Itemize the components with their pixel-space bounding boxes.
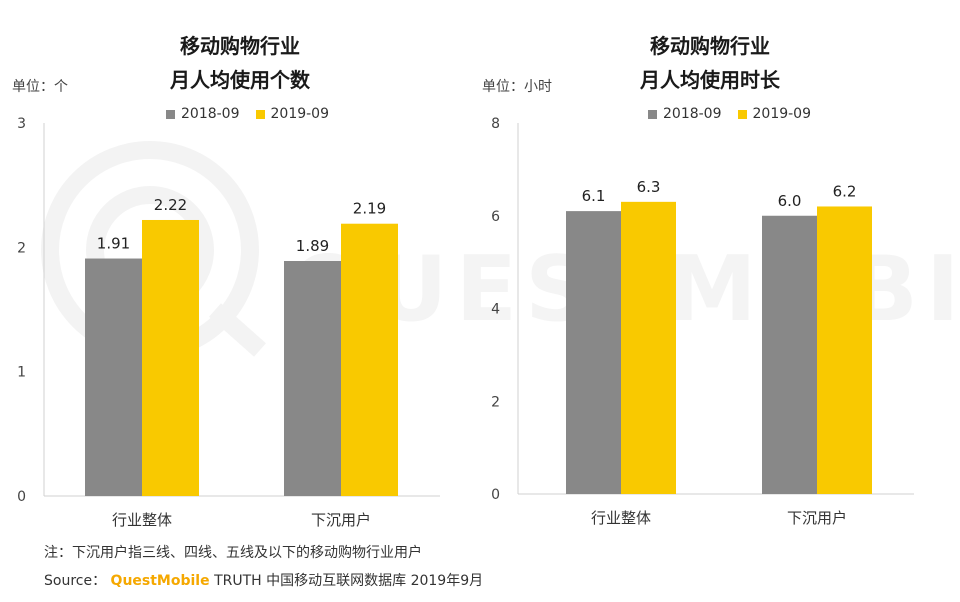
legend-label-2018: 2018-09: [181, 106, 240, 122]
chart-title-line1: 移动购物行业: [650, 34, 770, 58]
legend-swatch-2019: [737, 109, 747, 119]
source-brand: QuestMobile: [110, 573, 210, 589]
data-label: 2.19: [353, 200, 386, 218]
bar-chart-duration: 0 2 4 6 8 6.1 6.3 行业整体 6.0 6.2 下沉用户: [491, 116, 914, 527]
data-label: 6.1: [582, 187, 606, 205]
bar-2019-09-overall: [142, 219, 199, 497]
bar-2018-09-overall: [85, 258, 142, 496]
chart-panel-duration: 移动购物行业 月人均使用时长 单位：小时 2018-09 2019-09 0 2 4…: [480, 0, 960, 540]
y-tick-label: 4: [491, 302, 500, 318]
x-category-label: 下沉用户: [311, 511, 371, 529]
chart-panel-count: 移动购物行业 月人均使用个数 单位：个 2018-09 2019-09 0 1 2 3…: [0, 0, 480, 540]
bar-2018-09-overall: [566, 211, 621, 495]
y-tick-label: 6: [491, 209, 500, 225]
legend-swatch-2018: [648, 109, 657, 119]
bar-2018-09-lower-tier: [284, 261, 341, 496]
chart-title-line1: 移动购物行业: [180, 34, 300, 58]
legend: 2018-09 2019-09: [166, 106, 339, 122]
legend-swatch-2019: [255, 109, 265, 119]
data-label: 6.2: [833, 182, 857, 200]
y-tick-label: 3: [17, 116, 26, 132]
unit-label: 单位：个: [12, 79, 68, 95]
y-tick-label: 2: [491, 394, 500, 410]
legend-label-2019: 2019-09: [270, 106, 330, 122]
unit-label: 单位：小时: [482, 79, 552, 95]
source-prefix: Source：: [44, 573, 107, 589]
source-line: Source： QuestMobile TRUTH 中国移动互联网数据库 201…: [44, 570, 483, 590]
chart-title-line2: 月人均使用个数: [170, 68, 310, 92]
y-tick-label: 8: [491, 116, 500, 132]
x-category-label: 行业整体: [591, 509, 651, 527]
y-tick-label: 1: [17, 365, 26, 381]
data-label: 6.3: [637, 178, 661, 196]
data-label: 6.0: [778, 192, 802, 210]
x-category-label: 行业整体: [112, 511, 172, 529]
data-label: 1.91: [97, 235, 130, 253]
legend: 2018-09 2019-09: [648, 106, 821, 122]
legend-label-2019: 2019-09: [752, 106, 812, 122]
y-tick-label: 2: [17, 240, 26, 256]
bar-2019-09-lower-tier: [341, 223, 398, 496]
source-detail: TRUTH 中国移动互联网数据库 2019年9月: [214, 573, 484, 589]
bar-2019-09-lower-tier: [817, 206, 872, 494]
y-tick-label: 0: [491, 487, 500, 503]
bar-2018-09-lower-tier: [762, 215, 817, 494]
footnote: 注：下沉用户指三线、四线、五线及以下的移动购物行业用户: [44, 545, 422, 561]
data-label: 2.22: [154, 196, 187, 214]
bar-2019-09-overall: [621, 201, 676, 494]
legend-swatch-2018: [166, 109, 175, 119]
x-category-label: 下沉用户: [787, 509, 847, 527]
legend-label-2018: 2018-09: [663, 106, 722, 122]
data-label: 1.89: [296, 237, 329, 255]
bar-chart-count: 0 1 2 3 1.91 2.22 行业整体 1.89 2.19 下沉用户: [17, 116, 440, 529]
chart-title-line2: 月人均使用时长: [640, 68, 780, 92]
y-tick-label: 0: [17, 489, 26, 505]
